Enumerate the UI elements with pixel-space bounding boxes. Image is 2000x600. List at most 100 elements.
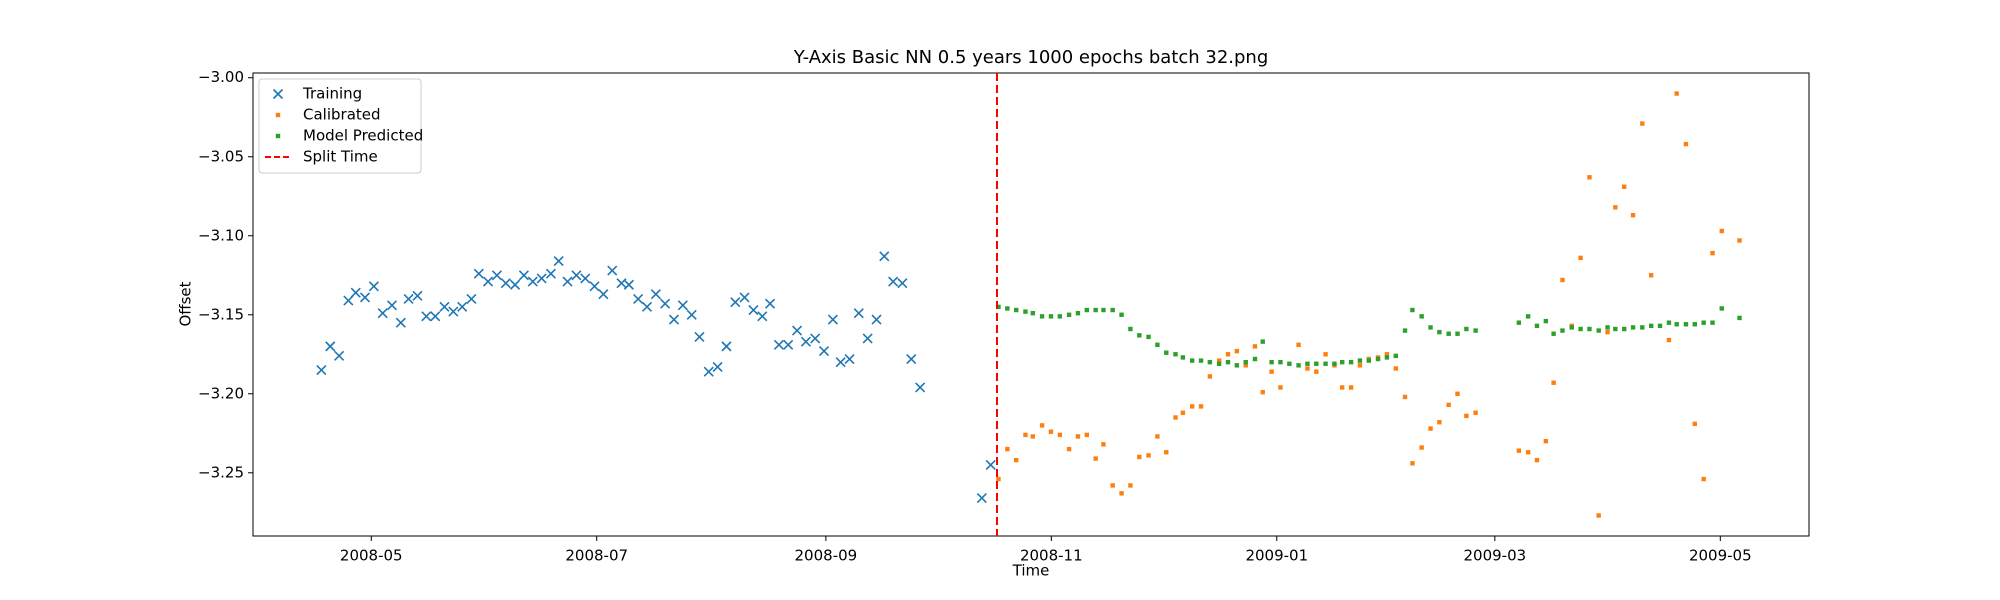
point [1084,432,1090,438]
point [1146,334,1151,340]
point [1243,359,1248,365]
point [1314,361,1319,366]
point [1419,445,1424,450]
point [1437,329,1442,335]
point [1066,446,1072,452]
point [1269,369,1274,374]
point [1543,318,1549,324]
point [1066,312,1072,317]
point [1198,358,1204,363]
point [1613,205,1618,210]
point [1464,326,1469,332]
point [1428,325,1433,330]
point [1701,476,1706,482]
point [835,357,846,368]
point [1455,391,1460,396]
point [545,268,556,279]
point [482,276,494,287]
point [1648,273,1654,278]
point [1269,359,1274,365]
point [343,295,354,306]
point [783,339,794,350]
point [800,336,811,347]
point [1234,363,1240,368]
point [915,382,926,393]
point [386,300,398,311]
point [1305,361,1310,366]
legend-label: Calibrated [303,106,381,124]
point [350,287,361,298]
point [1110,483,1115,488]
point [1692,421,1697,427]
y-tick-label: −3.15 [198,305,244,323]
point [1464,413,1469,419]
point [1305,366,1310,371]
point [660,298,671,309]
point [491,270,502,281]
point [1243,363,1248,368]
point [739,292,750,303]
point [1155,434,1160,439]
point [1446,402,1451,408]
point [1737,315,1742,321]
point [1437,420,1442,425]
point [1234,348,1240,354]
point [1613,326,1618,332]
x-axis-label: Time [1012,562,1050,580]
point [844,353,855,365]
point [1410,307,1415,313]
point [1093,456,1098,461]
point [686,309,697,320]
point [1357,358,1363,363]
point [1260,339,1265,344]
point [1252,344,1258,349]
point [1534,457,1540,463]
x-tick-label: 2009-01 [1245,547,1308,565]
x-tick-label: 2008-11 [1020,547,1083,565]
point [1622,184,1627,189]
point [1137,333,1142,338]
point [1551,380,1556,385]
point [853,308,864,319]
point [1578,326,1583,332]
point [1737,238,1742,243]
point [412,290,423,301]
point [527,276,538,287]
x-tick-label: 2008-05 [340,547,403,565]
point [1710,250,1715,256]
point [1630,213,1636,218]
point [1332,361,1337,366]
point [1402,394,1408,400]
point [500,278,511,289]
point [1101,442,1106,447]
legend-label: Model Predicted [303,127,423,145]
point [1164,450,1169,455]
point [1048,314,1054,319]
y-tick-label: −3.20 [198,384,244,402]
point [518,270,529,281]
point [1039,423,1045,428]
point [1605,329,1610,335]
point [791,325,803,336]
point [1189,358,1195,363]
point [1216,358,1222,363]
point [473,268,484,279]
legend-box [258,78,422,174]
point [448,306,459,317]
point [1473,328,1478,333]
point [1225,359,1231,365]
point [1622,326,1627,332]
point [827,314,838,325]
point [757,311,768,322]
point [1278,359,1283,365]
point [1075,310,1081,316]
point [985,459,996,470]
point [316,365,327,376]
point [553,255,564,267]
point [1560,328,1565,333]
point [1296,363,1301,368]
point [1030,434,1036,439]
point [1393,366,1398,371]
point [1005,306,1010,311]
